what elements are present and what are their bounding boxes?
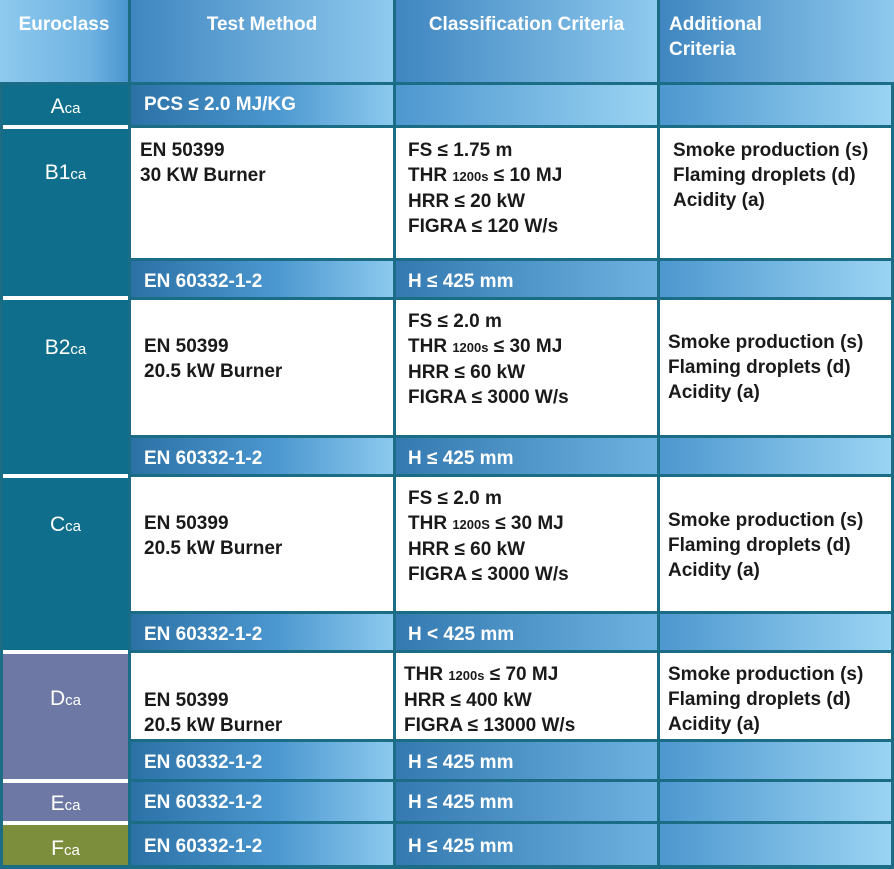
row-b1-method: EN 50399 30 KW Burner [131,128,393,258]
row-b1-sub-criteria: H ≤ 425 mm [396,261,657,297]
row-c-additional: Smoke production (s) Flaming droplets (d)… [660,477,891,611]
row-c-method: EN 50399 20.5 kW Burner [131,477,393,611]
class-b1: B1ca [3,129,128,296]
class-divider [3,474,128,478]
row-b2-sub-method: EN 60332-1-2 [131,438,393,474]
row-e-additional [660,782,891,821]
class-e: Eca [3,783,128,821]
class-divider [3,296,128,300]
row-c-sub-criteria: H < 425 mm [396,614,657,650]
row-d-sub-method: EN 60332-1-2 [131,742,393,779]
row-c-criteria: FS ≤ 2.0 m THR 1200S ≤ 30 MJ HRR ≤ 60 kW… [396,477,657,611]
row-a-method: PCS ≤ 2.0 MJ/KG [131,85,393,125]
row-f-additional [660,824,891,865]
row-b2-criteria: FS ≤ 2.0 m THR 1200s ≤ 30 MJ HRR ≤ 60 kW… [396,300,657,435]
row-a-additional [660,85,891,125]
row-e-criteria: H ≤ 425 mm [396,782,657,821]
class-c: Cca [3,478,128,650]
row-b1-sub-method: EN 60332-1-2 [131,261,393,297]
row-f-method: EN 60332-1-2 [131,824,393,865]
class-b2: B2ca [3,300,128,474]
row-d-sub-additional [660,742,891,779]
row-b2-method: EN 50399 20.5 kW Burner [131,300,393,435]
class-divider [3,779,128,783]
row-b1-sub-additional [660,261,891,297]
header-euroclass: Euroclass [0,0,128,82]
row-b1-additional: Smoke production (s) Flaming droplets (d)… [660,128,891,258]
row-b2-sub-criteria: H ≤ 425 mm [396,438,657,474]
row-d-criteria: THR 1200s ≤ 70 MJ HRR ≤ 400 kW FIGRA ≤ 1… [396,653,657,739]
class-divider [3,125,128,129]
row-d-additional: Smoke production (s) Flaming droplets (d)… [660,653,891,739]
row-e-method: EN 60332-1-2 [131,782,393,821]
class-divider [3,821,128,825]
row-a-criteria [396,85,657,125]
row-b2-sub-additional [660,438,891,474]
row-b2-additional: Smoke production (s) Flaming droplets (d)… [660,300,891,435]
class-a: Aca [3,85,128,125]
header-additional-criteria: Additional Criteria [660,0,894,82]
row-c-sub-method: EN 60332-1-2 [131,614,393,650]
class-f: Fca [3,825,128,865]
header-classification-criteria: Classification Criteria [396,0,657,82]
row-d-sub-criteria: H ≤ 425 mm [396,742,657,779]
class-d: Dca [3,654,128,779]
row-b1-criteria: FS ≤ 1.75 m THR 1200s ≤ 10 MJ HRR ≤ 20 k… [396,128,657,258]
row-f-criteria: H ≤ 425 mm [396,824,657,865]
row-d-method: EN 50399 20.5 kW Burner [131,653,393,739]
header-test-method: Test Method [131,0,393,82]
class-divider [3,650,128,654]
row-c-sub-additional [660,614,891,650]
